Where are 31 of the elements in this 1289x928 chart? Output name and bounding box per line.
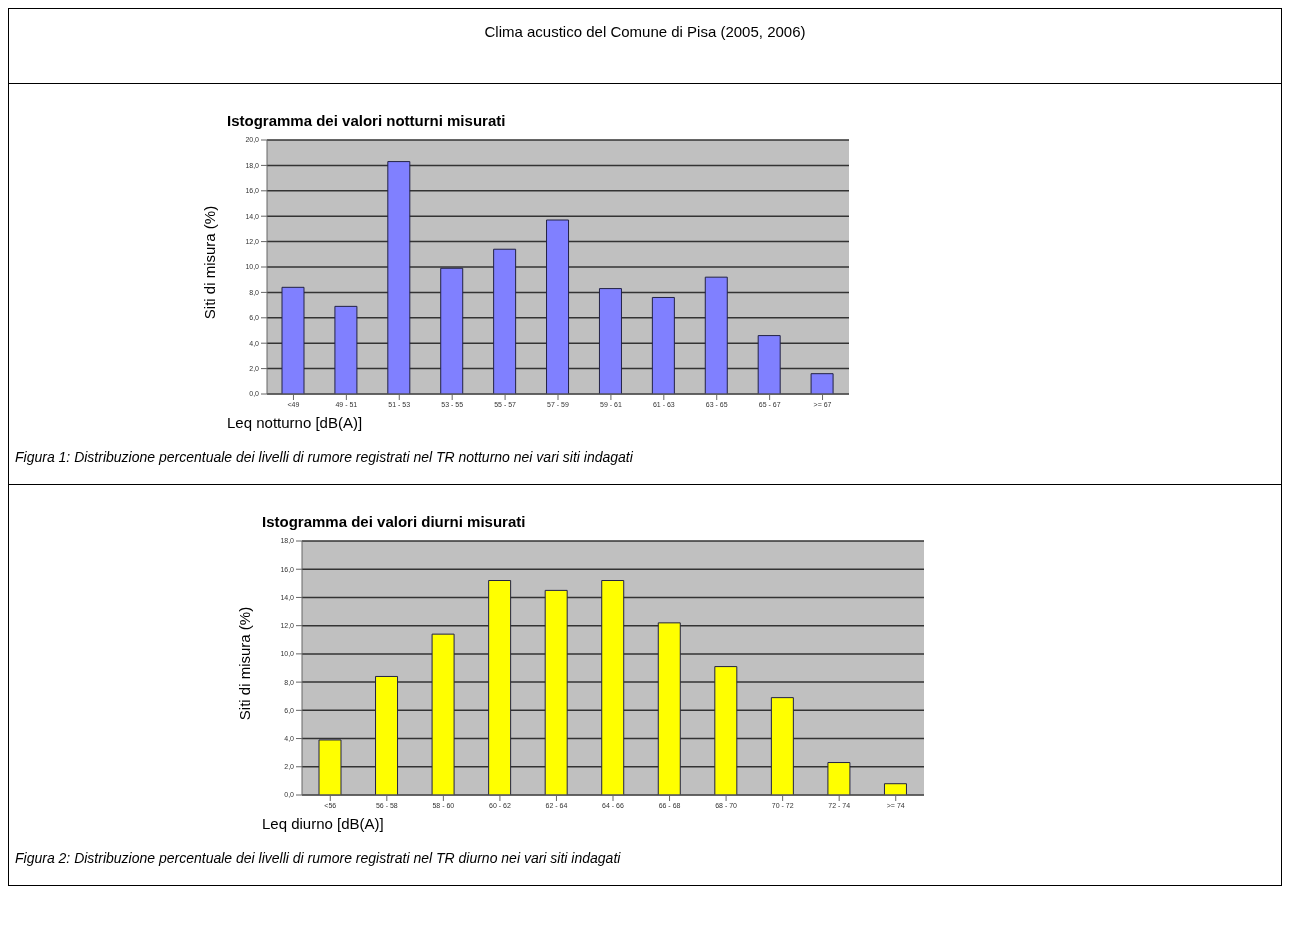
bar [810,373,834,394]
y-axis-title: Siti di misura (%) [235,605,253,723]
bar [704,276,728,394]
bar [334,305,358,394]
x-axis-title: Leq notturno [dB(A)] [227,414,363,431]
bar [657,622,681,795]
bar [440,267,464,394]
bar [714,666,738,795]
chart-title: Istogramma dei valori notturni misurati [227,112,506,129]
bar [281,286,305,394]
bar [883,783,907,795]
bar [544,589,568,795]
bar [770,697,794,795]
bar [387,161,411,394]
text: Clima acustico del Comune di Pisa (2005, 2006) [483,22,807,42]
bar [318,739,342,795]
bar [375,675,399,795]
bar [546,219,570,394]
y-axis-title: Siti di misura (%) [200,204,218,322]
bar [431,633,455,795]
text: Figura 1: Distribuzione percentuale dei livelli di rumore registrati nel TR notturno nei vari siti indagati [15,449,633,465]
bar [601,580,625,795]
bar [651,296,675,394]
bar [493,248,517,394]
x-axis-title: Leq diurno [dB(A)] [262,815,384,832]
bar [827,762,851,795]
bar [598,288,622,394]
text: Figura 2: Distribuzione percentuale dei livelli di rumore registrati nel TR diurno nei vari siti indagati [15,850,621,866]
bar [488,580,512,795]
chart-title: Istogramma dei valori diurni misurati [262,513,526,530]
bar [757,335,781,394]
